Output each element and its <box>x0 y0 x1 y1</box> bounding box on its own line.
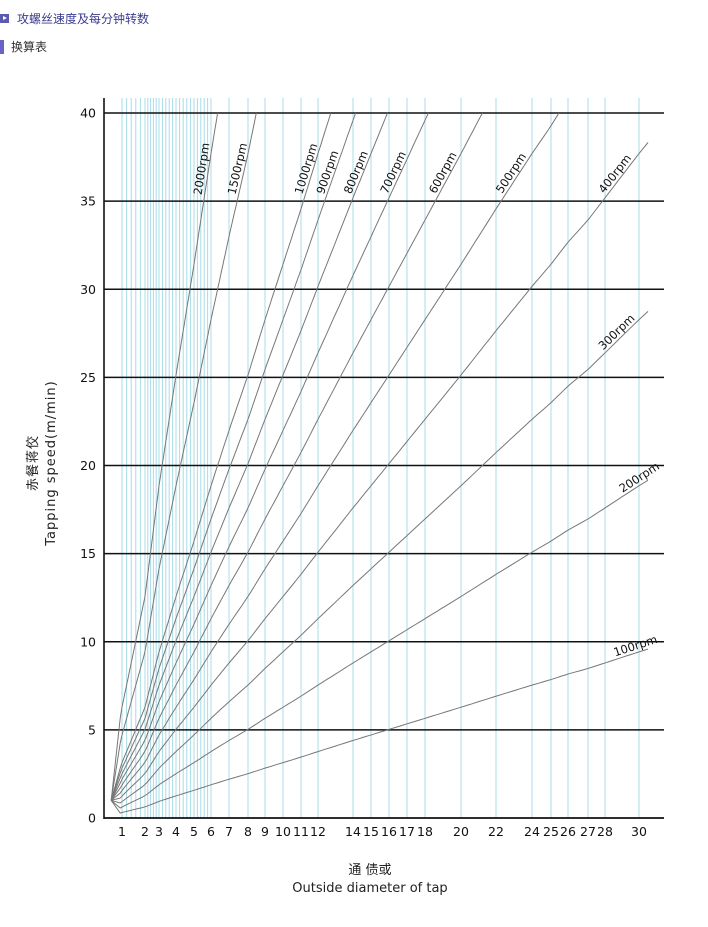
rpm-label: 800rpm <box>341 149 371 196</box>
x-tick-label: 27 <box>580 824 596 839</box>
x-tick-label: 7 <box>225 824 233 839</box>
y-tick-label: 15 <box>80 546 96 561</box>
x-tick-label: 10 <box>275 824 291 839</box>
y-tick-labels: 0 5 10 15 20 25 30 35 40 <box>80 106 96 826</box>
rpm-label: 500rpm <box>493 150 529 196</box>
x-axis-label-cn: 通 债或 <box>348 863 392 878</box>
vertical-bar-icon <box>0 39 4 54</box>
play-square-icon <box>0 14 9 23</box>
x-axis-label-en: Outside diameter of tap <box>292 881 448 896</box>
x-tick-label: 26 <box>560 824 576 839</box>
chart-subtitle: 换算表 <box>11 40 48 54</box>
y-axis-label: 赤餐蒋佼 Tapping speed(m/min) <box>25 283 61 643</box>
rpm-lines <box>110 112 649 814</box>
y-tick-label: 35 <box>80 194 96 209</box>
y-tick-label: 0 <box>88 811 96 826</box>
x-tick-label: 14 <box>345 824 361 839</box>
x-tick-label: 20 <box>453 824 469 839</box>
rpm-line <box>110 112 560 801</box>
x-axis-label: 通 债或 Outside diameter of tap <box>225 862 515 898</box>
vertical-grid <box>121 98 640 818</box>
x-tick-label: 11 <box>293 824 309 839</box>
rpm-line <box>110 112 483 801</box>
y-tick-label: 30 <box>80 282 96 297</box>
rpm-line <box>110 112 219 801</box>
chart-subtitle-row: 换算表 <box>0 38 47 55</box>
x-tick-label: 1 <box>118 824 126 839</box>
rpm-label: 600rpm <box>426 149 460 195</box>
rpm-label: 400rpm <box>595 151 634 195</box>
x-tick-label: 3 <box>155 824 163 839</box>
x-tick-labels: 1 2 3 4 5 6 7 8 9 10 11 12 14 15 16 17 18 20 22 24 25 26 27 28 3… <box>118 824 647 839</box>
x-tick-label: 18 <box>417 824 433 839</box>
rpm-line <box>110 648 649 814</box>
rpm-line <box>110 112 357 801</box>
rpm-label: 300rpm <box>595 311 637 353</box>
rpm-line <box>110 112 388 801</box>
x-tick-label: 9 <box>261 824 269 839</box>
x-tick-label: 17 <box>399 824 415 839</box>
y-axis-label-en: Tapping speed(m/min) <box>44 380 59 546</box>
rpm-line <box>111 142 649 801</box>
y-tick-label: 10 <box>80 634 96 649</box>
x-tick-label: 24 <box>524 824 540 839</box>
x-tick-label: 16 <box>381 824 397 839</box>
y-tick-label: 40 <box>80 106 96 121</box>
horizontal-grid <box>103 98 664 819</box>
chart-title-row: 攻螺丝速度及每分钟转数 <box>0 10 149 27</box>
y-tick-label: 5 <box>88 722 96 737</box>
y-tick-label: 25 <box>80 370 96 385</box>
x-tick-label: 30 <box>631 824 647 839</box>
x-tick-label: 4 <box>172 824 180 839</box>
y-axis-label-cn: 赤餐蒋佼 <box>26 435 41 492</box>
x-tick-label: 2 <box>141 824 149 839</box>
x-tick-label: 12 <box>310 824 326 839</box>
x-tick-label: 25 <box>543 824 559 839</box>
rpm-line <box>110 112 429 801</box>
x-tick-label: 8 <box>244 824 252 839</box>
chart-title: 攻螺丝速度及每分钟转数 <box>17 12 150 26</box>
x-tick-label: 15 <box>363 824 379 839</box>
rpm-line <box>111 311 649 804</box>
y-tick-label: 20 <box>80 458 96 473</box>
x-tick-label: 22 <box>488 824 504 839</box>
rpm-label: 100rpm <box>612 632 659 659</box>
rpm-line <box>110 112 332 801</box>
rpm-line <box>110 112 257 801</box>
x-tick-label: 28 <box>597 824 613 839</box>
rpm-label: 700rpm <box>377 149 409 196</box>
rpm-line <box>110 479 649 809</box>
x-tick-label: 6 <box>207 824 215 839</box>
x-tick-label: 5 <box>190 824 198 839</box>
